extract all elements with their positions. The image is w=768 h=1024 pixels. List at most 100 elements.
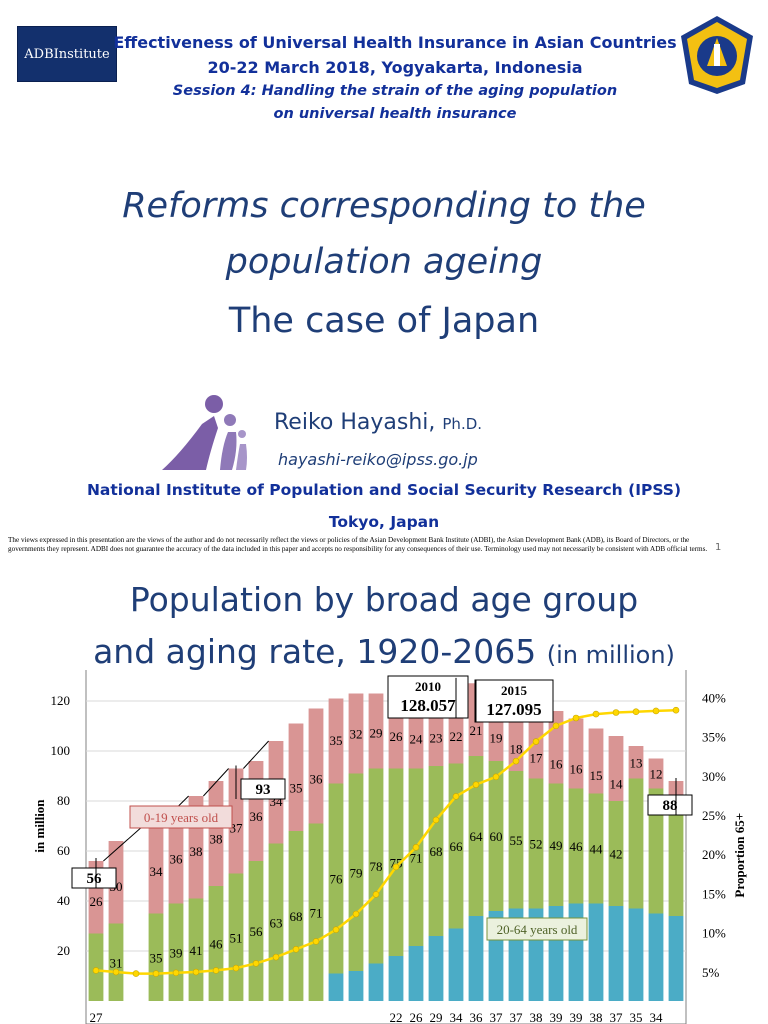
- data-label: 27: [90, 1010, 104, 1024]
- bar-age-0-19: [368, 693, 384, 769]
- total-callout-box: [387, 675, 469, 719]
- slide-subtitle: The case of Japan: [228, 301, 540, 341]
- aging-rate-point: [512, 757, 520, 765]
- bar-age-0-19: [348, 693, 364, 774]
- y-tick-label: 80: [57, 793, 70, 808]
- callout-value: 93: [256, 782, 271, 798]
- aging-rate-point: [132, 970, 140, 977]
- aging-rate-point: [672, 706, 680, 714]
- bar-age-20-64: [548, 783, 564, 906]
- data-label: 56: [250, 924, 264, 939]
- institution-name: National Institute of Population and Soc…: [86, 481, 682, 499]
- aging-rate-point: [432, 816, 440, 824]
- bar-age-0-19: [308, 708, 324, 824]
- y2-tick-label: 5%: [702, 965, 720, 980]
- bar-age-20-64: [588, 793, 604, 904]
- bar-age-65-plus: [388, 956, 404, 1001]
- data-label: 19: [490, 730, 503, 745]
- data-label: 76: [330, 872, 344, 887]
- data-label: 68: [290, 909, 303, 924]
- data-label: 52: [530, 837, 543, 852]
- population-chart: 204060801001201405%10%15%20%25%30%35%40%…: [32, 670, 747, 1024]
- connector-line: [243, 740, 269, 769]
- data-label: 16: [550, 757, 564, 772]
- y-tick-label: 100: [51, 743, 71, 758]
- bar-age-20-64: [668, 811, 684, 916]
- data-label: 34: [650, 1010, 664, 1024]
- bar-age-0-19: [588, 728, 604, 794]
- data-label: 29: [370, 725, 383, 740]
- y2-tick-label: 15%: [702, 886, 726, 901]
- data-label: 38: [590, 1010, 603, 1024]
- bar-age-20-64: [108, 923, 124, 1001]
- data-label: 78: [370, 859, 383, 874]
- data-label: 51: [230, 930, 243, 945]
- data-label: 64: [470, 829, 484, 844]
- aging-rate-point: [352, 910, 360, 918]
- chart-title-line1: Population by broad age group: [129, 580, 639, 619]
- title-slide: ADBInstitute Effectiveness of Universal …: [8, 16, 753, 553]
- bar-age-65-plus: [468, 916, 484, 1001]
- bar-age-0-19: [608, 736, 624, 801]
- aging-rate-point: [532, 738, 540, 745]
- data-label: 35: [290, 780, 303, 795]
- bar-age-20-64: [628, 778, 644, 909]
- plot-area: [85, 670, 687, 1024]
- bar-age-20-64: [388, 768, 404, 956]
- data-label: 23: [430, 730, 443, 745]
- y-axis-label: in million: [32, 799, 47, 853]
- aging-rate-point: [252, 960, 260, 967]
- conference-title: Effectiveness of Universal Health Insura…: [113, 33, 677, 52]
- data-label: 60: [490, 829, 503, 844]
- bar-age-65-plus: [588, 903, 604, 1001]
- ipss-logo-icon: [162, 395, 247, 470]
- data-label: 39: [550, 1010, 563, 1024]
- aging-rate-point: [492, 773, 500, 781]
- y-tick-label: 60: [57, 843, 70, 858]
- data-label: 37: [610, 1010, 624, 1024]
- total-callout-box: [474, 679, 554, 723]
- bar-age-0-19: [228, 768, 244, 874]
- data-label: 71: [410, 850, 423, 865]
- data-label: 66: [450, 839, 464, 854]
- data-label: 13: [630, 755, 643, 770]
- y2-axis-label: Proportion 65+: [732, 813, 747, 898]
- aging-rate-point: [572, 714, 580, 722]
- y-tick-label: 20: [57, 943, 70, 958]
- data-label: 35: [150, 950, 163, 965]
- bar-age-20-64: [508, 771, 524, 909]
- data-label: 38: [210, 832, 223, 847]
- bar-age-20-64: [208, 886, 224, 1001]
- data-label: 37: [490, 1010, 504, 1024]
- conference-date: 20-22 March 2018, Yogyakarta, Indonesia: [207, 58, 583, 77]
- data-label: 41: [190, 943, 203, 958]
- bar-age-20-64: [248, 861, 264, 1001]
- data-label: 79: [350, 865, 363, 880]
- data-label: 46: [570, 839, 584, 854]
- bar-age-20-64: [348, 773, 364, 971]
- annotation-0-19: 0-19 years old: [144, 810, 219, 825]
- bar-age-65-plus: [448, 928, 464, 1001]
- data-label: 68: [430, 844, 443, 859]
- data-label: 16: [570, 762, 584, 777]
- total-callout-box: [240, 778, 286, 800]
- data-label: 24: [410, 732, 424, 747]
- disclaimer-text: The views expressed in this presentation…: [8, 536, 708, 553]
- callout-value: 56: [87, 871, 103, 887]
- aging-rate-point: [412, 844, 420, 851]
- y-tick-label: 40: [57, 893, 70, 908]
- y2-tick-label: 40%: [702, 690, 726, 705]
- y2-tick-label: 25%: [702, 808, 726, 823]
- aging-rate-point: [192, 968, 200, 976]
- y2-tick-label: 20%: [702, 847, 726, 862]
- page-number: 1: [715, 542, 722, 553]
- data-label: 44: [590, 842, 604, 857]
- data-label: 29: [430, 1010, 443, 1024]
- session-title: Session 4: Handling the strain of the ag…: [172, 83, 618, 99]
- data-label: 38: [530, 1010, 543, 1024]
- author-email: hayashi-reiko@ipss.go.jp: [278, 450, 478, 469]
- data-label: 37: [510, 1010, 524, 1024]
- data-label: 22: [450, 729, 463, 744]
- aging-rate-point: [552, 722, 560, 730]
- aging-rate-point: [592, 710, 600, 718]
